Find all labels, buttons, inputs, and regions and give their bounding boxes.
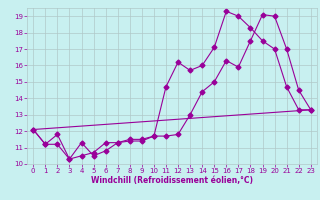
X-axis label: Windchill (Refroidissement éolien,°C): Windchill (Refroidissement éolien,°C): [91, 176, 253, 185]
